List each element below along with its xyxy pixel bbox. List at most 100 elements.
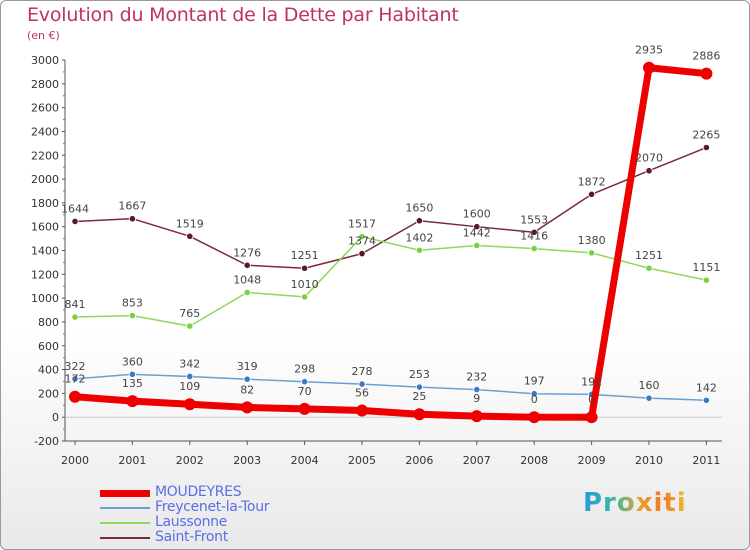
series-line-freycenet-la-tour	[74, 373, 708, 402]
data-label-moudeyres: 172	[65, 373, 86, 386]
y-tick-label: 1400	[31, 245, 59, 258]
data-point-laussonne	[128, 312, 136, 320]
x-tick-label: 2000	[61, 454, 89, 467]
x-tick-label: 2007	[463, 454, 491, 467]
data-point-saint-front	[645, 167, 653, 175]
series-line-moudeyres	[71, 64, 710, 421]
proxiti-logo: Proxiti	[583, 488, 687, 518]
legend-label: Laussonne	[155, 514, 228, 530]
data-point-moudeyres	[356, 404, 368, 417]
data-point-freycenet-la-tour	[702, 396, 711, 404]
data-point-freycenet-la-tour	[243, 375, 251, 383]
legend-label: Freycenet-la-Tour	[155, 499, 270, 515]
data-point-laussonne	[243, 288, 251, 297]
data-label-moudeyres: 82	[240, 383, 254, 396]
data-point-freycenet-la-tour	[358, 380, 366, 388]
data-label-laussonne: 1402	[405, 231, 433, 244]
y-tick-label: 1200	[31, 268, 59, 281]
x-tick-label: 2005	[348, 454, 376, 467]
y-tick-label: 1600	[31, 221, 59, 234]
x-tick-label: 2006	[405, 454, 433, 467]
data-label-saint-front: 1644	[61, 202, 89, 215]
data-point-laussonne	[300, 293, 309, 301]
data-point-saint-front	[587, 190, 596, 198]
data-label-saint-front: 2265	[692, 129, 720, 142]
data-label-saint-front: 1374	[348, 235, 376, 248]
legend-swatch	[100, 507, 150, 509]
x-tick-label: 2010	[635, 454, 663, 467]
data-label-freycenet-la-tour: 322	[65, 360, 86, 373]
data-label-freycenet-la-tour: 142	[696, 381, 717, 394]
data-point-laussonne	[71, 313, 79, 321]
data-point-saint-front	[128, 215, 136, 223]
data-label-moudeyres: 135	[122, 377, 143, 390]
data-label-saint-front: 1276	[233, 246, 261, 259]
data-point-freycenet-la-tour	[300, 378, 309, 386]
data-label-freycenet-la-tour: 160	[639, 379, 660, 392]
data-point-moudeyres	[643, 61, 655, 74]
data-point-saint-front	[530, 228, 538, 236]
y-tick-label: 400	[38, 364, 59, 377]
data-point-freycenet-la-tour	[473, 385, 481, 394]
y-tick-label: 2000	[31, 173, 59, 186]
data-label-moudeyres: 56	[355, 387, 369, 400]
data-point-moudeyres	[470, 410, 483, 423]
data-point-moudeyres	[183, 398, 196, 411]
chart-subtitle: (en €)	[27, 29, 60, 42]
data-point-moudeyres	[585, 411, 598, 424]
data-label-saint-front: 1600	[463, 208, 491, 221]
data-point-saint-front	[243, 261, 251, 269]
data-label-moudeyres: 9	[473, 392, 480, 405]
data-point-laussonne	[415, 246, 423, 254]
data-label-saint-front: 1872	[578, 175, 606, 188]
data-point-laussonne	[702, 276, 711, 284]
data-label-freycenet-la-tour: 253	[409, 368, 430, 381]
x-tick-label: 2003	[233, 454, 261, 467]
legend-swatch	[100, 489, 150, 497]
data-label-freycenet-la-tour: 342	[179, 357, 200, 370]
data-label-freycenet-la-tour: 319	[237, 360, 258, 373]
data-label-moudeyres: 0	[588, 393, 595, 406]
data-point-saint-front	[300, 264, 309, 272]
data-label-laussonne: 841	[65, 298, 86, 311]
data-label-freycenet-la-tour: 232	[466, 371, 487, 384]
legend-swatch	[100, 537, 150, 539]
data-point-freycenet-la-tour	[530, 390, 538, 398]
y-tick-label: 600	[38, 340, 59, 353]
data-point-saint-front	[186, 232, 194, 240]
legend-swatch	[100, 522, 150, 524]
data-point-moudeyres	[528, 411, 541, 424]
x-tick-label: 2001	[118, 454, 146, 467]
data-label-moudeyres: 109	[179, 380, 200, 393]
data-label-laussonne: 1416	[520, 230, 548, 243]
series-line-laussonne	[74, 235, 708, 327]
data-point-freycenet-la-tour	[128, 370, 136, 378]
data-label-laussonne: 765	[179, 307, 200, 320]
data-point-laussonne	[587, 249, 596, 257]
data-label-freycenet-la-tour: 360	[122, 355, 143, 368]
data-label-saint-front: 1519	[176, 217, 204, 230]
data-point-moudeyres	[700, 67, 713, 80]
data-point-saint-front	[702, 143, 711, 152]
data-label-saint-front: 2070	[635, 152, 663, 165]
data-label-saint-front: 1650	[405, 202, 433, 215]
data-label-moudeyres: 25	[412, 390, 426, 403]
data-point-moudeyres	[241, 401, 254, 414]
data-label-moudeyres: 70	[298, 385, 312, 398]
data-label-saint-front: 1553	[520, 213, 548, 226]
x-tick-label: 2009	[578, 454, 606, 467]
data-point-laussonne	[530, 244, 538, 253]
y-tick-label: -200	[34, 435, 59, 448]
y-tick-label: 2600	[31, 102, 59, 115]
data-label-freycenet-la-tour: 197	[524, 375, 545, 388]
x-tick-label: 2011	[692, 454, 720, 467]
y-tick-label: 200	[38, 387, 59, 400]
y-tick-label: 0	[52, 411, 59, 424]
data-point-moudeyres	[69, 390, 81, 403]
data-label-moudeyres: 0	[531, 393, 538, 406]
data-point-saint-front	[415, 217, 423, 225]
data-point-freycenet-la-tour	[186, 372, 194, 381]
data-point-saint-front	[71, 217, 79, 226]
